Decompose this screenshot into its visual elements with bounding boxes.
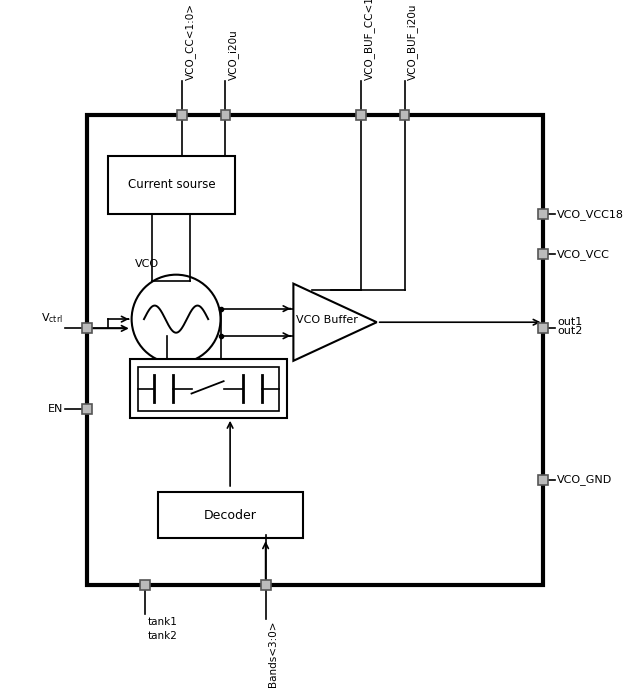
Text: VCO_BUF_CC<1:0>: VCO_BUF_CC<1:0>	[364, 0, 375, 80]
Bar	[82, 323, 91, 333]
Bar	[86, 116, 544, 584]
Text: VCO Buffer: VCO Buffer	[296, 315, 358, 325]
Text: Decoder: Decoder	[203, 509, 256, 522]
Text: VCO_i20u: VCO_i20u	[228, 29, 239, 80]
Text: tank1: tank1	[147, 617, 178, 626]
Bar	[108, 155, 235, 214]
Bar	[82, 404, 91, 414]
Text: out2: out2	[557, 326, 582, 337]
Text: VCO_CC<1:0>: VCO_CC<1:0>	[185, 3, 196, 80]
Text: VCO_VCC: VCO_VCC	[557, 248, 610, 260]
Bar	[399, 111, 410, 120]
Text: VCO_BUF_i20u: VCO_BUF_i20u	[407, 3, 418, 80]
Bar	[140, 580, 150, 589]
Bar	[177, 111, 187, 120]
Bar	[138, 367, 278, 410]
Bar	[539, 323, 548, 333]
Text: Bands<3:0>: Bands<3:0>	[268, 620, 278, 687]
Bar	[539, 475, 548, 484]
Polygon shape	[294, 284, 377, 360]
Text: VCO_VCC18: VCO_VCC18	[557, 209, 624, 220]
Text: $\mathregular{V_{ctrl}}$: $\mathregular{V_{ctrl}}$	[42, 312, 63, 326]
Bar	[220, 111, 231, 120]
Bar	[158, 492, 302, 538]
Text: VCO_GND: VCO_GND	[557, 474, 612, 485]
Text: out1: out1	[557, 317, 582, 327]
Circle shape	[132, 274, 220, 363]
Text: EN: EN	[48, 404, 63, 414]
Text: tank2: tank2	[147, 631, 178, 641]
Bar	[130, 359, 287, 418]
Bar	[539, 249, 548, 259]
Bar	[357, 111, 366, 120]
Text: VCO: VCO	[135, 258, 159, 269]
Bar	[539, 209, 548, 219]
Text: Current sourse: Current sourse	[128, 178, 215, 191]
Bar	[261, 580, 270, 589]
